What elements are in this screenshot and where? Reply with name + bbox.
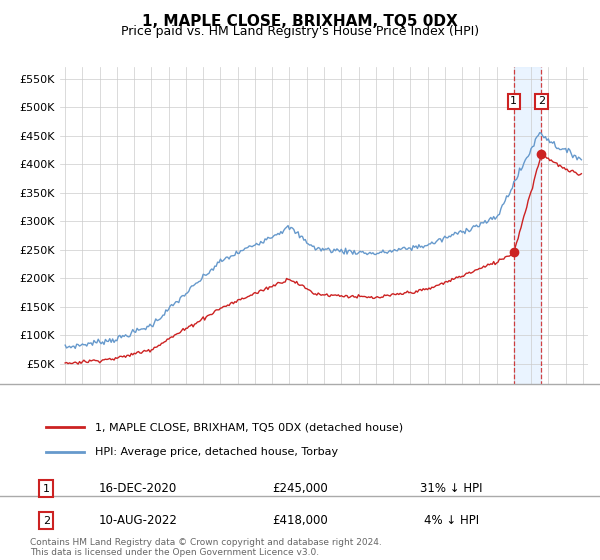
Text: 31% ↓ HPI: 31% ↓ HPI [420,482,482,495]
Text: 1, MAPLE CLOSE, BRIXHAM, TQ5 0DX (detached house): 1, MAPLE CLOSE, BRIXHAM, TQ5 0DX (detach… [95,422,403,432]
Text: £418,000: £418,000 [272,514,328,527]
FancyBboxPatch shape [0,384,600,496]
Text: HPI: Average price, detached house, Torbay: HPI: Average price, detached house, Torb… [95,447,338,457]
Text: 1, MAPLE CLOSE, BRIXHAM, TQ5 0DX: 1, MAPLE CLOSE, BRIXHAM, TQ5 0DX [142,14,458,29]
Text: 1: 1 [511,96,517,106]
Text: 1: 1 [43,484,50,493]
Text: Price paid vs. HM Land Registry's House Price Index (HPI): Price paid vs. HM Land Registry's House … [121,25,479,38]
Text: 10-AUG-2022: 10-AUG-2022 [98,514,178,527]
Text: Contains HM Land Registry data © Crown copyright and database right 2024.
This d: Contains HM Land Registry data © Crown c… [30,538,382,557]
Text: £245,000: £245,000 [272,482,328,495]
Text: 2: 2 [43,516,50,525]
Text: 2: 2 [538,96,545,106]
Text: 4% ↓ HPI: 4% ↓ HPI [424,514,479,527]
Text: 16-DEC-2020: 16-DEC-2020 [99,482,177,495]
